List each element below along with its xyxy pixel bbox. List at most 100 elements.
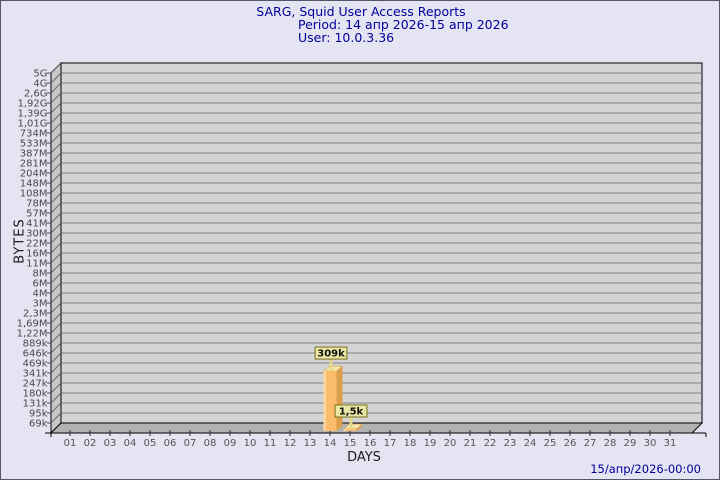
wall-slant-line xyxy=(50,272,62,284)
wall-slant-line xyxy=(50,82,62,94)
y-tick-label: 41M xyxy=(26,219,47,230)
bar-side-face xyxy=(356,424,363,431)
wall-slant-line xyxy=(50,92,62,104)
y-tick-label: 4M xyxy=(33,289,48,300)
wall-slant-line xyxy=(50,212,62,224)
bar-value-label-box xyxy=(334,404,368,418)
y-tick-label: 1,92G xyxy=(17,99,47,110)
bar-front-face xyxy=(323,371,337,431)
wall-slant-line xyxy=(50,162,62,174)
wall-slant-line xyxy=(50,342,62,354)
x-tick-label: 06 xyxy=(164,438,177,449)
report-title: SARG, Squid User Access Reports xyxy=(256,4,466,19)
wall-slant-line xyxy=(50,172,62,184)
x-tick-label: 13 xyxy=(304,438,317,449)
x-tick-label: 12 xyxy=(284,438,297,449)
wall-slant-line xyxy=(50,402,62,414)
y-tick-label: 1,39G xyxy=(17,109,47,120)
report-user: User: 10.0.3.36 xyxy=(298,30,395,45)
x-tick-label: 31 xyxy=(664,438,677,449)
bar-value-label: 1,5k xyxy=(339,407,364,418)
wall-slant-line xyxy=(50,292,62,304)
y-tick-label: 57M xyxy=(26,209,47,220)
y-tick-label: 78M xyxy=(26,199,47,210)
wall-slant-line xyxy=(50,352,62,364)
y-tick-label: 469k xyxy=(23,359,48,370)
y-tick-label: 1,01G xyxy=(17,119,47,130)
wall-slant-line xyxy=(50,322,62,334)
y-tick-label: 646k xyxy=(23,349,48,360)
wall-slant-line xyxy=(50,312,62,324)
bar-highlight xyxy=(343,429,346,431)
y-tick-label: 148M xyxy=(20,179,48,190)
y-tick-label: 1,69M xyxy=(17,319,48,330)
y-tick-label: 533M xyxy=(20,139,48,150)
y-tick-label: 3M xyxy=(33,299,48,310)
wall-slant-line xyxy=(50,142,62,154)
y-tick-label: 30M xyxy=(26,229,47,240)
x-tick-label: 29 xyxy=(624,438,637,449)
x-tick-label: 24 xyxy=(524,438,537,449)
x-tick-label: 26 xyxy=(564,438,577,449)
bar-front-face xyxy=(343,429,357,431)
wall-slant-line xyxy=(50,332,62,344)
y-tick-label: 5G xyxy=(33,69,47,80)
x-tick-label: 30 xyxy=(644,438,657,449)
x-tick-label: 08 xyxy=(204,438,217,449)
x-tick-label: 22 xyxy=(484,438,497,449)
wall-slant-line xyxy=(50,252,62,264)
x-tick-label: 03 xyxy=(104,438,117,449)
y-tick-label: 108M xyxy=(20,189,48,200)
y-tick-label: 6M xyxy=(33,279,48,290)
wall-slant-line xyxy=(50,72,62,84)
y-tick-label: 247k xyxy=(23,379,48,390)
report-header: SARG, Squid User Access Reports Period: … xyxy=(1,4,719,45)
wall-slant-line xyxy=(50,242,62,254)
report-period: Period: 14 апр 2026-15 апр 2026 xyxy=(298,17,509,32)
x-tick-label: 04 xyxy=(124,438,137,449)
x-tick-label: 01 xyxy=(64,438,77,449)
y-tick-label: 1,22M xyxy=(17,329,48,340)
wall-slant-line xyxy=(50,112,62,124)
wall-slant-line xyxy=(50,222,62,234)
floor xyxy=(49,422,704,434)
y-tick-label: 180k xyxy=(23,389,48,400)
y-tick-label: 22M xyxy=(26,239,47,250)
wall-slant-line xyxy=(50,102,62,114)
wall-slant-line xyxy=(50,412,62,424)
wall-slant-line xyxy=(50,232,62,244)
wall-slant-line xyxy=(50,152,62,164)
bar-value-label: 309k xyxy=(317,349,345,360)
y-tick-label: 2,6G xyxy=(24,89,48,100)
wall-slant-line xyxy=(50,202,62,214)
wall-slant-line xyxy=(50,62,62,74)
y-tick-label: 4G xyxy=(33,79,47,90)
x-tick-label: 07 xyxy=(184,438,197,449)
y-tick-label: 889k xyxy=(23,339,48,350)
x-tick-label: 27 xyxy=(584,438,597,449)
y-tick-label: 2,3M xyxy=(23,309,48,320)
y-tick-label: 95k xyxy=(29,409,48,420)
bar-highlight xyxy=(323,371,326,431)
x-tick-label: 28 xyxy=(604,438,617,449)
x-tick-label: 23 xyxy=(504,438,517,449)
x-tick-label: 10 xyxy=(244,438,257,449)
wall-slant-line xyxy=(50,132,62,144)
wall-slant-line xyxy=(50,192,62,204)
wall-slant-line xyxy=(50,362,62,374)
bar-side-face xyxy=(336,366,343,431)
y-tick-label: 11M xyxy=(26,259,47,270)
x-tick-label: 19 xyxy=(424,438,437,449)
y-tick-label: 281M xyxy=(20,159,48,170)
x-axis-title: DAYS xyxy=(347,450,381,465)
y-tick-label: 131k xyxy=(23,399,48,410)
wall-slant-line xyxy=(50,122,62,134)
y-tick-label: 69k xyxy=(29,419,48,430)
y-tick-label: 8M xyxy=(33,269,48,280)
y-tick-label: 16M xyxy=(26,249,47,260)
y-tick-label: 734M xyxy=(20,129,48,140)
wall-slant-line xyxy=(50,392,62,404)
x-tick-label: 02 xyxy=(84,438,97,449)
